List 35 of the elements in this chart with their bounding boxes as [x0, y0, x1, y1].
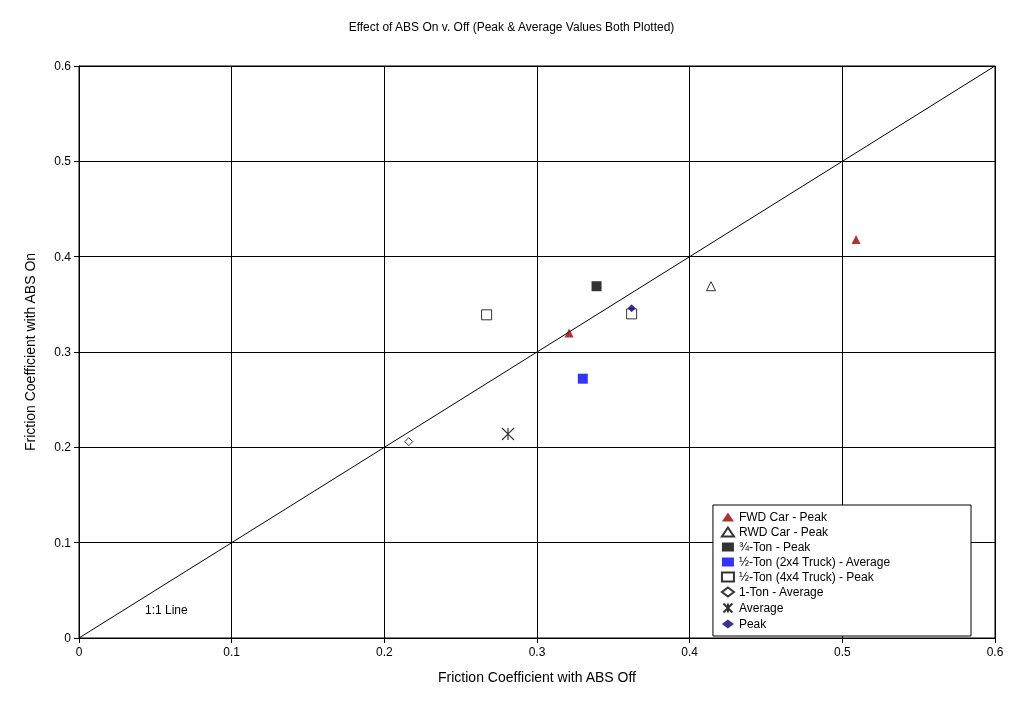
point — [591, 281, 602, 292]
point — [501, 427, 515, 441]
annotation: 1:1 Line — [145, 603, 189, 617]
x-tick-label: 0.2 — [375, 645, 393, 659]
x-axis-title: Friction Coefficient with ABS Off — [438, 669, 637, 685]
legend-label: FWD Car - Peak — [738, 510, 828, 524]
legend-label: RWD Car - Peak — [738, 525, 830, 539]
y-tick-label: 0.6 — [54, 59, 72, 73]
x-tick-label: 0.3 — [528, 645, 546, 659]
y-tick-label: 0.5 — [54, 154, 72, 169]
legend-label: ¾-Ton - Peak — [738, 540, 812, 554]
legend-label: ½-Ton (4x4 Truck) - Peak — [738, 570, 875, 584]
point — [627, 304, 636, 313]
point — [481, 309, 493, 321]
chart-title: Effect of ABS On v. Off (Peak & Average Values Both Plotted) — [348, 20, 675, 34]
legend-label: Average — [738, 601, 784, 615]
y-axis-title: Friction Coefficient with ABS On — [22, 252, 38, 452]
point — [851, 235, 861, 245]
point — [706, 281, 717, 292]
legend-label: ½-Ton (2x4 Truck) - Average — [738, 555, 891, 569]
y-tick-label: 0.3 — [54, 345, 72, 359]
legend-label: Peak — [738, 617, 768, 631]
y-tick-label: 0 — [64, 631, 72, 645]
point — [626, 308, 638, 320]
x-tick-label: 0.4 — [681, 645, 699, 659]
x-tick-label: 0.6 — [986, 645, 1004, 659]
legend-label: 1-Ton - Average — [738, 585, 824, 599]
x-tick-label: 0 — [75, 645, 83, 659]
point — [404, 437, 414, 447]
x-tick-label: 0.1 — [223, 645, 241, 659]
point — [577, 373, 588, 384]
y-tick-label: 0.1 — [54, 535, 72, 550]
x-tick-label: 0.5 — [833, 645, 851, 659]
y-tick-label: 0.4 — [54, 249, 72, 264]
y-tick-label: 0.2 — [54, 440, 72, 455]
